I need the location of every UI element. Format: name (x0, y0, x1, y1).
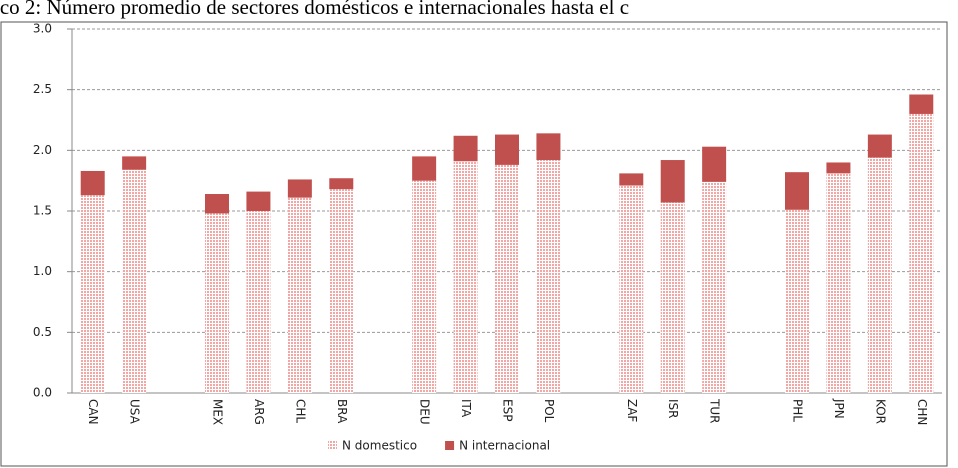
bar-segment (412, 180, 437, 393)
bar-segment (785, 209, 809, 393)
legend-swatch (445, 441, 455, 450)
x-tick-label: CHL (293, 399, 307, 423)
bar-segment (909, 113, 934, 393)
y-tick-label: 0.0 (33, 386, 52, 400)
bar-segment (246, 191, 271, 211)
chart-title: ico 2: Número promedio de sectores domés… (0, 0, 629, 19)
bar-segment (205, 213, 229, 393)
bar-segment (246, 211, 271, 393)
legend-label: N internacional (459, 439, 550, 453)
y-tick-label: 2.5 (33, 82, 52, 96)
y-tick-label: 3.0 (33, 22, 52, 36)
bar-segment (205, 194, 229, 214)
bar-segment (909, 94, 934, 114)
bar-segment (80, 195, 105, 393)
bar-segment (495, 134, 519, 165)
x-tick-label: KOR (873, 399, 887, 424)
bar-segment (453, 135, 478, 162)
x-tick-label: JPN (832, 398, 846, 419)
bar-segment (536, 160, 561, 393)
x-tick-label: POL (542, 399, 556, 423)
bar-segment (660, 202, 685, 393)
y-tick-label: 2.0 (33, 143, 52, 157)
x-tick-label: PHL (791, 399, 805, 422)
bar-segment (287, 197, 312, 393)
x-tick-label: CHN (915, 399, 929, 425)
bar-segment (329, 178, 354, 190)
bar-segment (867, 157, 892, 393)
bar-segment (453, 161, 478, 393)
bar-segment (619, 173, 644, 186)
bar-segment (287, 179, 312, 198)
bar-segment (619, 185, 644, 393)
y-tick-label: 1.0 (33, 264, 52, 278)
bar-segment (867, 134, 892, 158)
x-tick-label: DEU (418, 399, 432, 425)
bar-segment (660, 160, 685, 203)
legend-swatch (328, 441, 337, 450)
x-tick-label: ITA (459, 399, 473, 418)
bar-segment (122, 156, 147, 170)
x-tick-label: TUR (708, 398, 722, 423)
x-tick-label: ARG (252, 399, 266, 425)
bar-segment (826, 162, 851, 174)
bar-segment (702, 146, 727, 182)
bar-segment (702, 181, 727, 393)
bar-segment (412, 156, 437, 181)
x-tick-label: CAN (86, 399, 100, 425)
bar-segment (329, 189, 354, 393)
x-tick-label: ISR (666, 399, 680, 419)
x-tick-label: ESP (501, 399, 515, 421)
x-tick-label: USA (128, 399, 142, 425)
bar-segment (495, 164, 519, 393)
bar-segment (826, 173, 851, 393)
bar-segment (536, 133, 561, 161)
x-tick-label: MEX (211, 399, 225, 425)
legend-label: N domestico (342, 439, 417, 453)
y-tick-label: 0.5 (33, 325, 52, 339)
bar-segment (122, 169, 147, 393)
bar-segment (785, 172, 809, 210)
y-tick-label: 1.5 (33, 204, 52, 218)
x-tick-label: ZAF (625, 399, 639, 422)
bar-segment (80, 170, 105, 196)
x-tick-label: BRA (335, 399, 349, 424)
chart-frame (0, 21, 948, 467)
